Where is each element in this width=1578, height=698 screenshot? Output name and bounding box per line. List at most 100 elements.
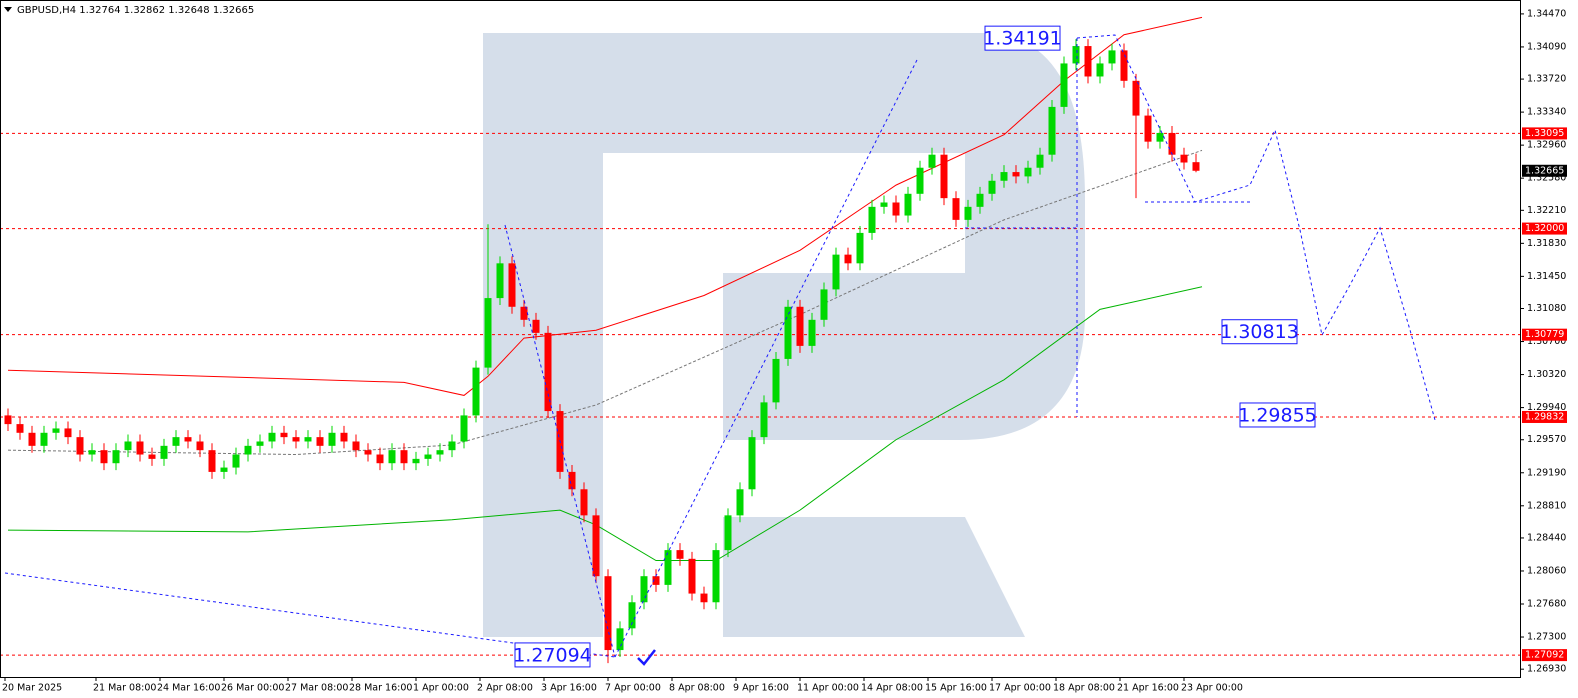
watermark [483,33,1085,637]
x-tick-label: 9 Apr 16:00 [733,683,789,694]
candle-body [712,550,720,603]
candle-body [616,628,624,651]
x-tick-label: 15 Apr 16:00 [925,683,987,694]
y-tick-label: 1.29570 [1527,434,1566,445]
annotation-label: 1.34191 [983,28,1062,50]
y-tick-label: 1.31080 [1527,303,1566,314]
annotation-label: 1.29855 [1238,404,1317,426]
menu-icon [4,7,12,12]
candle-body [112,450,120,464]
candle-body [820,289,828,320]
price-label: 1.32665 [1525,165,1564,176]
candle-body [736,489,744,516]
candle-body [88,450,96,455]
candle-body [832,254,840,290]
forecast-line [1076,34,1436,421]
candle-body [136,441,144,455]
candle-body [808,319,816,346]
y-tick-label: 1.28060 [1527,565,1566,576]
y-tick-label: 1.27300 [1527,632,1566,643]
candle-body [1156,132,1164,142]
level-label-box [1522,127,1567,140]
candle-body [748,437,756,490]
candle-body [652,576,660,585]
candle-body [1024,167,1032,177]
candle-body [520,306,528,320]
price-label-box [1522,164,1567,177]
candle-body [664,550,672,585]
candle-body [160,445,168,459]
chart-title: GBPUSD,H4 1.32764 1.32862 1.32648 1.3266… [17,5,254,16]
candle-body [232,454,240,468]
y-tick-label: 1.26930 [1527,664,1566,675]
watermark-leg [723,517,1025,637]
x-tick-label: 14 Apr 08:00 [861,683,923,694]
candle-body [448,441,456,451]
candle-body [76,437,84,455]
level-label-box [1522,222,1567,235]
candle-body [196,441,204,451]
candle-body [388,450,396,464]
y-tick-label: 1.32580 [1527,173,1566,184]
candle-body [340,432,348,442]
candle-body [148,454,156,459]
x-tick-label: 21 Mar 08:00 [93,683,156,694]
candle-body [352,441,360,451]
candle-body [700,593,708,603]
candle-body [460,415,468,442]
candle-body [1180,154,1188,163]
candle-body [988,180,996,194]
candle-body [928,154,936,168]
candle-body [544,332,552,412]
candle-body [484,298,492,368]
y-tick-label: 1.28810 [1527,500,1566,511]
candle-body [244,445,252,455]
candle-body [1192,162,1200,171]
candle-body [208,450,216,472]
x-tick-label: 8 Apr 08:00 [669,683,725,694]
candle-body [724,515,732,551]
x-tick-label: 17 Apr 00:00 [989,683,1051,694]
y-tick-label: 1.30320 [1527,369,1566,380]
y-tick-label: 1.33340 [1527,107,1566,118]
y-tick-label: 1.31450 [1527,271,1566,282]
candle-body [964,206,972,220]
y-tick-label: 1.29940 [1527,402,1566,413]
forecast-line [504,224,616,658]
y-tick-label: 1.30700 [1527,336,1566,347]
y-tick-label: 1.29190 [1527,467,1566,478]
x-tick-label: 11 Apr 00:00 [797,683,859,694]
x-tick-label: 24 Mar 16:00 [157,683,220,694]
candle-body [1036,154,1044,168]
forecast-line [4,572,616,658]
annotation-box [1239,402,1316,428]
y-tick-label: 1.33720 [1527,74,1566,85]
y-tick-label: 1.27680 [1527,598,1566,609]
x-tick-label: 18 Apr 08:00 [1053,683,1115,694]
candle-body [760,402,768,438]
candle-body [856,232,864,264]
candle-body [40,432,48,446]
candle-body [496,263,504,299]
candle-body [976,193,984,207]
candle-body [1108,50,1116,64]
candle-body [268,432,276,442]
candle-body [1060,63,1068,107]
candle-body [292,437,300,442]
level-label: 1.30779 [1525,329,1564,340]
y-tick-label: 1.34470 [1527,8,1566,19]
annotation-box [984,25,1061,51]
x-tick-label: 20 Mar 2025 [2,683,62,694]
candle-body [880,202,888,207]
candle-body [472,367,480,416]
candle-body [592,515,600,577]
moving-average [7,149,1203,456]
candle-body [904,193,912,216]
annotation-box [1221,319,1298,345]
annotation-box [514,642,591,668]
candle-body [364,450,372,455]
x-tick-label: 21 Apr 16:00 [1117,683,1179,694]
level-label: 1.27092 [1525,650,1564,661]
candle-body [280,432,288,438]
